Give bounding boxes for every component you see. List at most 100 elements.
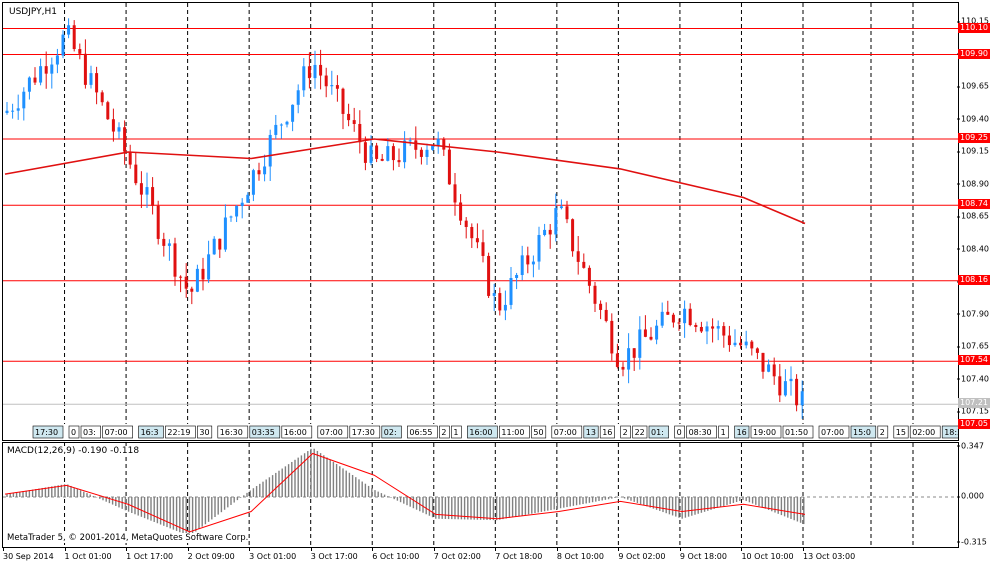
- macd-tick: 0.347: [957, 441, 984, 451]
- event-label: 2: [623, 428, 628, 437]
- event-label: 07:00: [105, 428, 128, 437]
- candle-body: [218, 238, 222, 250]
- price-tick: 110.15: [957, 16, 989, 26]
- candle-body: [223, 217, 227, 250]
- price-scale[interactable]: 110.15 109.90 109.65 109.40 109.15 108.90 108.…: [957, 2, 1000, 439]
- level-price-tag: 109.25: [958, 133, 990, 143]
- macd-title: MACD(12,26,9) -0.190 -0.118: [7, 446, 140, 456]
- candle-body: [559, 206, 563, 209]
- macd-histogram: [6, 448, 805, 537]
- candle-body: [755, 348, 759, 353]
- candle-body: [487, 255, 491, 296]
- event-label-box: [249, 425, 281, 439]
- candle-body: [100, 92, 104, 103]
- macd-tick: -0.315: [957, 537, 987, 547]
- candle-body: [341, 88, 345, 114]
- macd-tick: 0.000: [957, 491, 984, 501]
- event-label-box: [317, 425, 349, 439]
- candle-body: [145, 187, 149, 195]
- candle-body: [347, 113, 351, 121]
- candle-body: [795, 378, 799, 406]
- event-label-box: [499, 425, 530, 439]
- macd-scale[interactable]: 0.347 0.000 -0.315: [957, 441, 1000, 547]
- candle-body: [33, 77, 37, 83]
- price-tick: 109.40: [957, 114, 989, 123]
- event-label-box: [381, 425, 402, 439]
- candle-body: [447, 149, 451, 185]
- candle-body: [548, 229, 552, 235]
- event-label: 16:30: [220, 428, 243, 437]
- event-label: 02:00: [912, 428, 935, 437]
- candle-body: [716, 326, 720, 329]
- event-label: 17:30: [35, 428, 58, 437]
- event-label: 07:00: [554, 428, 577, 437]
- event-label-box: [32, 425, 64, 439]
- event-label-box: [102, 425, 133, 439]
- event-label: 16:00: [284, 428, 307, 437]
- symbol-title: USDJPY,H1: [9, 7, 57, 17]
- candlesticks: [5, 18, 804, 419]
- event-label: 08:30: [689, 428, 712, 437]
- vertical-grid: [64, 3, 914, 440]
- candle-body: [638, 329, 642, 358]
- event-label: 16:00: [469, 428, 492, 437]
- candle-body: [78, 49, 82, 54]
- level-price-tag: 108.74: [958, 199, 990, 210]
- event-label: 1: [721, 428, 726, 437]
- candle-body: [414, 140, 418, 150]
- candle-body: [128, 151, 132, 165]
- event-label-box: [451, 425, 462, 439]
- candle-body: [67, 25, 71, 35]
- candle-body: [408, 140, 412, 142]
- candle-body: [27, 77, 31, 92]
- time-label: 30 Sep 2014: [3, 547, 54, 561]
- candle-body: [554, 208, 558, 235]
- candle-body: [778, 376, 782, 396]
- event-label: 2: [880, 428, 885, 437]
- candle-body: [39, 66, 43, 83]
- candle-body: [369, 145, 373, 163]
- candle-body: [800, 391, 804, 406]
- level-price-tag: 107.05: [958, 419, 990, 429]
- candle-body: [397, 160, 401, 163]
- event-label: 03:: [83, 428, 96, 437]
- candle-body: [599, 303, 603, 310]
- event-label-box: [439, 425, 450, 439]
- price-tick: 107.65: [957, 341, 989, 351]
- time-label: 7 Oct 02:00: [433, 547, 481, 561]
- candle-body: [515, 274, 519, 279]
- candle-body: [520, 255, 524, 275]
- economic-events-strip: 17:30 0 03: 07:00 16:3 22:19 30 16:30 03:35 16:00…: [3, 424, 958, 440]
- candle-body: [576, 251, 580, 262]
- candle-body: [582, 261, 586, 268]
- candle-body: [291, 104, 295, 122]
- time-label: 9 Oct 02:00: [618, 547, 666, 561]
- candle-body: [55, 55, 59, 65]
- event-label: 02:: [384, 428, 397, 437]
- candle-body: [621, 366, 625, 370]
- candle-body: [324, 75, 328, 87]
- candle-body: [95, 73, 99, 93]
- candle-body: [89, 73, 93, 85]
- time-scale[interactable]: 30 Sep 2014 1 Oct 01:00 1 Oct 17:00 2 Oct 0…: [0, 547, 1000, 567]
- candle-body: [5, 110, 9, 113]
- candle-body: [380, 158, 384, 161]
- macd-svg: [3, 443, 958, 547]
- candle-body: [274, 124, 278, 135]
- event-label: 16: [602, 428, 612, 437]
- candle-body: [436, 138, 440, 146]
- macd-pane[interactable]: MACD(12,26,9) -0.190 -0.118 MetaTrader 5…: [2, 442, 959, 548]
- price-tick: 108.65: [957, 211, 989, 221]
- current-price-tag: 107.21: [958, 398, 990, 409]
- time-label: 9 Oct 18:00: [679, 547, 727, 561]
- candle-body: [660, 311, 664, 326]
- event-label: 07:00: [821, 428, 844, 437]
- price-chart-pane[interactable]: 17:30 0 03: 07:00 16:3 22:19 30 16:30 03:35 16:00…: [2, 2, 959, 441]
- candle-body: [671, 314, 675, 323]
- candle-body: [83, 53, 87, 85]
- candle-body: [419, 149, 423, 157]
- event-label-box: [217, 425, 249, 439]
- time-label: 8 Oct 10:00: [556, 547, 604, 561]
- candle-body: [587, 267, 591, 286]
